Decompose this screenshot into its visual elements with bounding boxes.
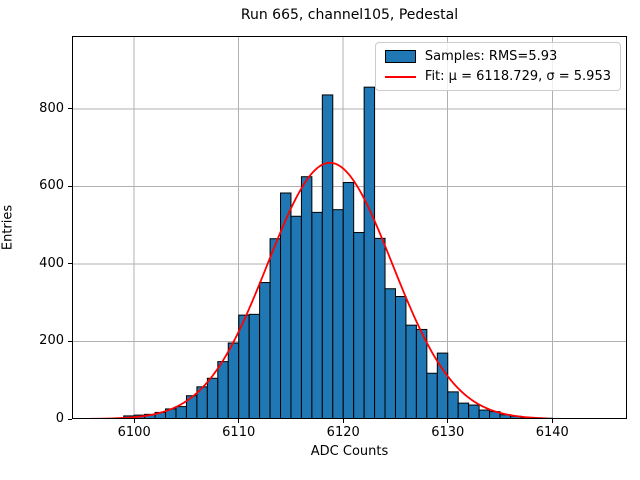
y-tick-label: 600	[39, 178, 64, 194]
histogram-bar	[227, 342, 240, 420]
fit-line-swatch-icon	[384, 70, 416, 83]
histogram-bar	[457, 402, 470, 420]
histogram-bar	[447, 391, 459, 420]
y-tick-mark	[68, 185, 72, 187]
y-tick-mark	[68, 263, 72, 265]
x-tick-mark	[342, 419, 344, 423]
y-tick-label: 800	[39, 100, 64, 116]
x-tick-mark	[447, 419, 449, 423]
histogram-bar	[332, 209, 344, 420]
legend-samples-label: Samples: RMS=5.93	[424, 49, 558, 64]
legend-entry-fit: Fit: μ = 6118.729, σ = 5.953	[384, 69, 611, 84]
y-tick-label: 0	[55, 411, 64, 426]
histogram-bar	[426, 372, 438, 420]
legend-fit-label: Fit: μ = 6118.729, σ = 5.953	[424, 69, 611, 84]
histogram-bar	[311, 211, 323, 420]
histogram-bar	[405, 324, 417, 420]
histogram-bar	[394, 296, 407, 420]
histogram-bar	[342, 182, 355, 420]
histogram-bar	[290, 215, 302, 420]
histogram-bar	[353, 232, 365, 420]
axes-spines	[72, 36, 627, 419]
y-tick-mark	[68, 108, 72, 110]
histogram-bar	[478, 409, 491, 420]
y-tick-mark	[68, 340, 72, 342]
gaussian-fit-curve	[87, 161, 548, 420]
histogram-swatch-icon	[384, 50, 416, 63]
legend-box: Samples: RMS=5.93 Fit: μ = 6118.729, σ =…	[374, 42, 621, 91]
x-axis-label: ADC Counts	[310, 444, 389, 459]
histogram-bar	[384, 288, 396, 420]
x-tick-label: 6140	[535, 425, 569, 440]
x-tick-mark	[133, 419, 135, 423]
histogram-bar	[175, 406, 187, 420]
histogram-bar	[206, 377, 219, 420]
y-axis-label: Entries	[0, 204, 16, 251]
histogram-bar	[217, 361, 229, 420]
histogram-canvas	[72, 36, 627, 420]
chart-title: Run 665, channel105, Pedestal	[240, 7, 459, 23]
y-tick-label: 400	[39, 255, 64, 271]
histogram-bar	[248, 313, 261, 420]
histogram-bar	[374, 237, 386, 420]
y-tick-mark	[68, 418, 72, 420]
y-tick-label: 200	[39, 333, 64, 349]
histogram-bar	[468, 404, 480, 420]
plot-area	[72, 36, 627, 420]
x-tick-label: 6130	[431, 425, 465, 440]
histogram-bar	[363, 86, 376, 420]
x-tick-label: 6120	[326, 425, 360, 440]
histogram-bar	[259, 282, 271, 420]
histogram-bar	[300, 176, 313, 420]
x-tick-mark	[551, 419, 553, 423]
histogram-bar	[415, 328, 428, 420]
histogram-bar	[269, 238, 282, 420]
histogram-bar	[321, 94, 334, 420]
x-tick-mark	[238, 419, 240, 423]
histogram-bar	[238, 314, 250, 420]
x-tick-label: 6110	[222, 425, 256, 440]
legend-entry-samples: Samples: RMS=5.93	[384, 49, 611, 64]
x-tick-label: 6100	[117, 425, 151, 440]
